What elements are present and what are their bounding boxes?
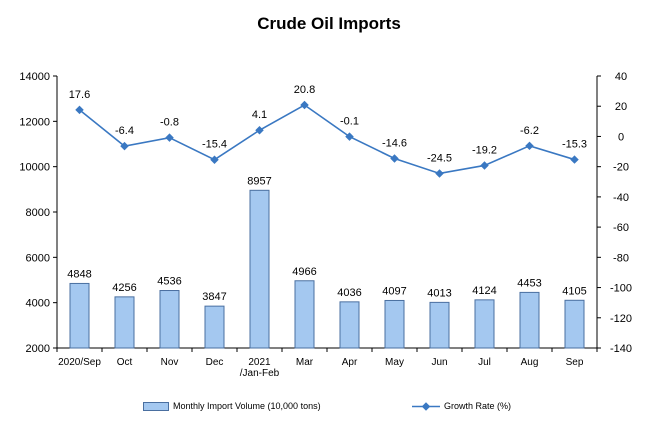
growth-value-label: -19.2 xyxy=(472,144,497,156)
x-tick-label: Jul xyxy=(478,357,491,368)
y-right-tick-label: -60 xyxy=(613,222,629,234)
bar xyxy=(429,301,450,349)
y-left-tick-label: 2000 xyxy=(26,343,50,355)
bar-value-label: 4097 xyxy=(382,285,406,297)
legend-item-line: Growth Rate (%) xyxy=(412,401,511,411)
growth-value-label: -24.5 xyxy=(427,152,452,164)
bar-value-label: 4256 xyxy=(112,282,136,294)
chart-title: Crude Oil Imports xyxy=(257,14,401,33)
x-tick-label: Dec xyxy=(206,357,224,368)
growth-point xyxy=(525,141,534,151)
legend-bar-label: Monthly Import Volume (10,000 tons) xyxy=(173,401,321,411)
y-left-tick-label: 4000 xyxy=(26,298,50,310)
growth-value-label: -6.2 xyxy=(520,125,539,137)
x-tick-label: Oct xyxy=(117,357,133,368)
bar xyxy=(159,290,180,349)
growth-point xyxy=(255,126,264,135)
y-right-tick-label: -20 xyxy=(613,162,629,174)
growth-point xyxy=(390,154,399,163)
bar xyxy=(474,299,495,349)
x-tick-label: Sep xyxy=(566,357,584,368)
y-right-tick-label: 0 xyxy=(618,131,624,143)
y-left-tick-label: 6000 xyxy=(26,252,50,264)
bar-value-label: 4536 xyxy=(157,276,181,288)
legend-line-swatch xyxy=(412,401,440,411)
bar-value-label: 8957 xyxy=(247,175,271,187)
bar-value-label: 4848 xyxy=(67,268,91,280)
y-right-tick-label: -80 xyxy=(613,252,629,264)
y-left-tick-label: 8000 xyxy=(26,207,50,219)
growth-value-label: -0.1 xyxy=(340,116,359,128)
growth-point xyxy=(345,132,354,141)
growth-value-label: -6.4 xyxy=(115,125,134,137)
bar xyxy=(519,291,540,349)
growth-value-label: -14.6 xyxy=(382,138,407,150)
growth-point xyxy=(210,155,219,164)
x-tick-label: Aug xyxy=(521,357,539,368)
legend-item-bars: Monthly Import Volume (10,000 tons) xyxy=(143,401,321,411)
growth-value-label: 17.6 xyxy=(69,89,90,101)
growth-point xyxy=(480,161,489,170)
bar-value-label: 4453 xyxy=(517,277,541,289)
growth-value-label: -15.4 xyxy=(202,139,227,151)
legend-bar-swatch xyxy=(143,401,169,411)
x-tick-label: Nov xyxy=(161,357,179,368)
growth-value-label: 4.1 xyxy=(252,109,267,121)
bar-value-label: 4013 xyxy=(427,287,451,299)
bar-value-label: 4105 xyxy=(562,285,586,297)
x-tick-label: Mar xyxy=(296,357,314,368)
growth-point xyxy=(75,105,84,115)
bar xyxy=(204,305,225,349)
growth-line xyxy=(78,104,575,175)
growth-point xyxy=(435,169,444,178)
y-right-tick-label: -140 xyxy=(610,343,632,355)
y-left-tick-label: 14000 xyxy=(19,71,50,83)
growth-point xyxy=(120,141,129,151)
y-right-tick-label: 40 xyxy=(615,71,627,83)
growth-point xyxy=(165,133,174,142)
bar xyxy=(339,301,360,349)
y-right-tick-label: 20 xyxy=(615,101,627,113)
growth-value-label: -0.8 xyxy=(160,117,179,129)
x-tick-label: /Jan-Feb xyxy=(240,368,280,379)
growth-value-label: -15.3 xyxy=(562,139,587,151)
x-tick-label: Jun xyxy=(431,357,447,368)
x-tick-label: 2021 xyxy=(248,357,271,368)
x-tick-label: May xyxy=(385,357,404,368)
legend-line-label: Growth Rate (%) xyxy=(444,401,512,411)
y-right-tick-label: -100 xyxy=(610,283,632,295)
bar xyxy=(564,299,585,349)
bar-value-label: 4124 xyxy=(472,285,496,297)
y-left-tick-label: 10000 xyxy=(19,162,50,174)
y-right-tick-label: -40 xyxy=(613,192,629,204)
bar-value-label: 4036 xyxy=(337,287,361,299)
growth-value-label: 20.8 xyxy=(294,84,315,96)
bar-value-label: 4966 xyxy=(292,266,316,278)
y-right-tick-label: -120 xyxy=(610,313,632,325)
bar xyxy=(69,282,90,349)
bar xyxy=(294,280,315,349)
bar xyxy=(114,296,135,349)
bar xyxy=(249,189,270,349)
growth-point xyxy=(300,100,309,110)
bar-value-label: 3847 xyxy=(202,291,226,303)
y-left-tick-label: 12000 xyxy=(19,116,50,128)
bar xyxy=(384,299,405,349)
growth-point xyxy=(570,155,579,164)
x-tick-label: 2020/Sep xyxy=(58,357,101,368)
x-tick-label: Apr xyxy=(342,357,358,368)
